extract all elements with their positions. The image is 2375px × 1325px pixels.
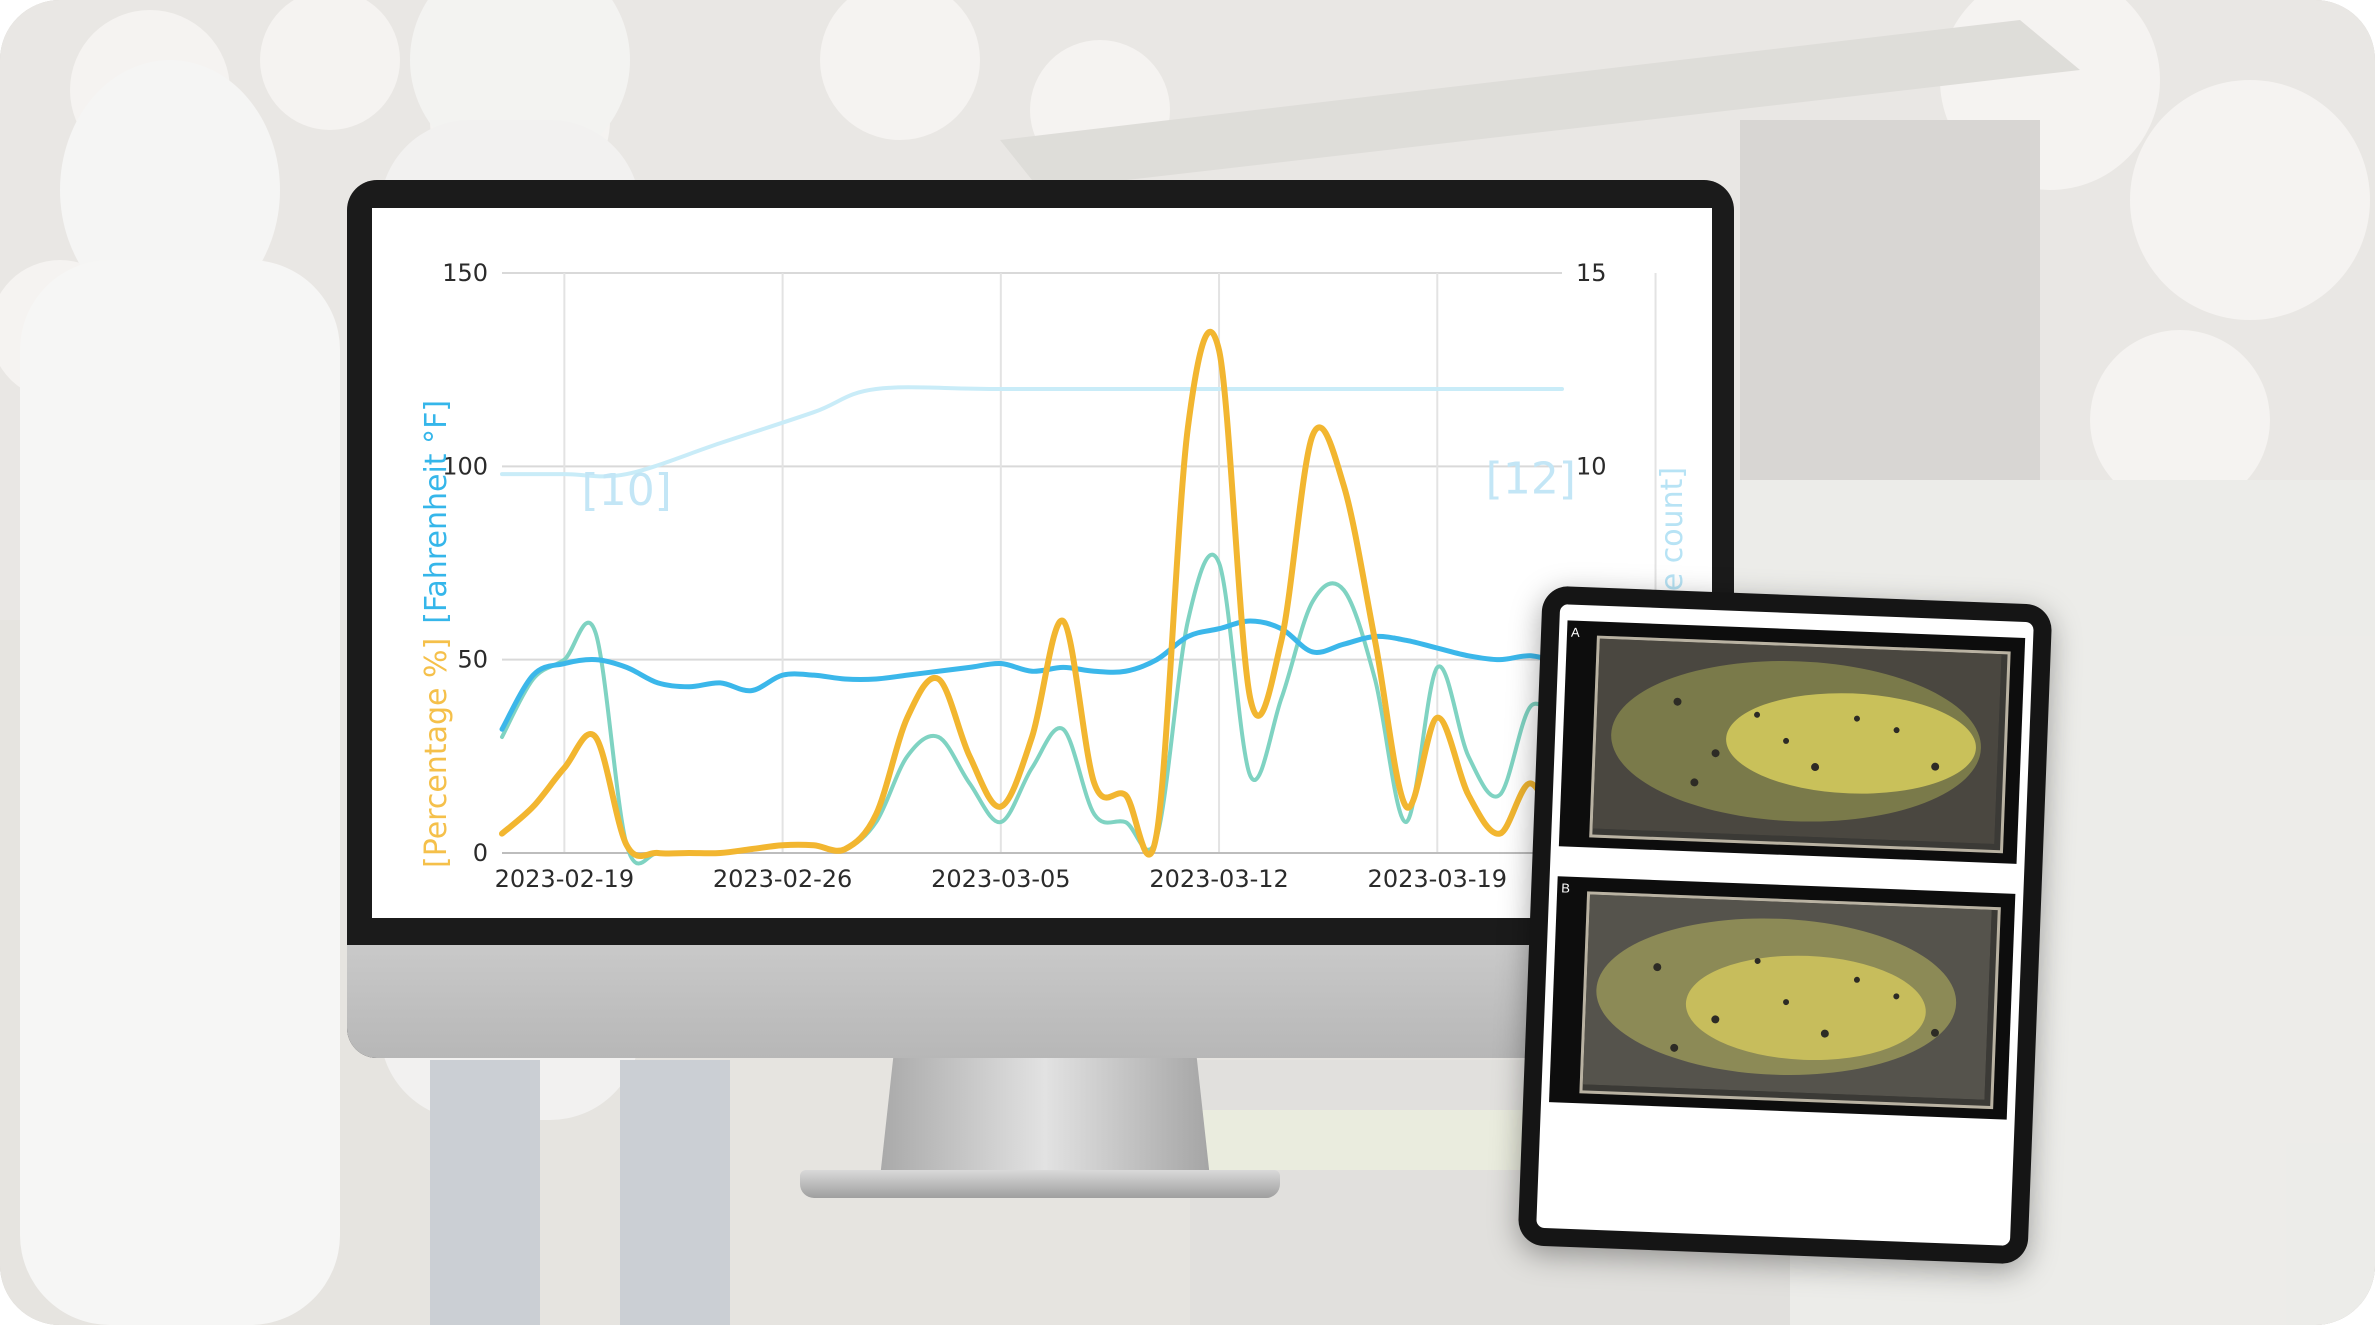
hive-frame-photo-a: [1589, 635, 2011, 854]
monitor-base: [800, 1170, 1280, 1198]
y-left-tick-label: 100: [442, 452, 488, 480]
x-tick-label: 2023-03-05: [931, 865, 1070, 893]
frame-panel-b: B: [1549, 876, 2016, 1120]
chart-annotations: [10] [12]: [582, 453, 1576, 516]
y-right-tick-label: 10: [1576, 452, 1607, 480]
tablet-device: A B: [1517, 585, 2053, 1265]
frame-count-annotation-start: [10]: [582, 465, 672, 516]
chart-grid: [502, 272, 1657, 854]
hive-frame-image-b: [1582, 894, 1992, 1100]
series-line-1: [500, 552, 1564, 866]
series-line-3: [500, 385, 1564, 479]
series-line-2: [499, 618, 1565, 732]
monitor-chin: [347, 945, 1734, 1058]
y-left-tick-label: 150: [442, 259, 488, 287]
monitor-stand: [880, 1058, 1210, 1178]
frame-label-a: A: [1570, 624, 1581, 640]
x-tick-label: 2023-02-19: [495, 865, 634, 893]
chart-series: [499, 328, 1565, 866]
frame-count-annotation-end: [12]: [1486, 453, 1576, 504]
hive-frame-photo-b: [1579, 891, 2001, 1110]
monitor-screen: 0 50 100 150 15 10 2023-02-19 2023-02-26 2023-03…: [372, 208, 1712, 918]
frame-panel-a: A: [1558, 620, 2026, 864]
hive-metrics-chart: 0 50 100 150 15 10 2023-02-19 2023-02-26 2023-03…: [419, 259, 1690, 893]
hive-frame-image-a: [1592, 638, 2002, 844]
left-axis-title-part: [Fahrenheit °F]: [419, 400, 454, 624]
tablet-screen: A B: [1536, 604, 2034, 1246]
y-left-tick-label: 0: [473, 839, 488, 867]
x-tick-label: 2023-02-26: [713, 865, 852, 893]
left-axis-title: [Percentage %] [Fahrenheit °F]: [419, 400, 454, 868]
chart-ticks: 0 50 100 150 15 10 2023-02-19 2023-02-26 2023-03…: [442, 259, 1671, 893]
x-tick-label: 2023-03-12: [1149, 865, 1288, 893]
series-line-0: [499, 328, 1565, 859]
y-right-tick-label: 15: [1576, 259, 1607, 287]
frame-label-b: B: [1560, 880, 1571, 896]
x-tick-label: 2023-03-19: [1368, 865, 1507, 893]
left-axis-title-part: [Percentage %]: [419, 638, 454, 868]
y-left-tick-label: 50: [457, 646, 488, 674]
